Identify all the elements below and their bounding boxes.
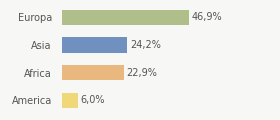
Text: 22,9%: 22,9% xyxy=(127,68,157,78)
Bar xyxy=(62,93,78,108)
Text: 6,0%: 6,0% xyxy=(81,95,105,105)
Bar xyxy=(62,37,127,53)
Text: 24,2%: 24,2% xyxy=(130,40,161,50)
Bar xyxy=(62,10,189,25)
Text: 46,9%: 46,9% xyxy=(192,12,222,22)
Bar xyxy=(62,65,124,80)
